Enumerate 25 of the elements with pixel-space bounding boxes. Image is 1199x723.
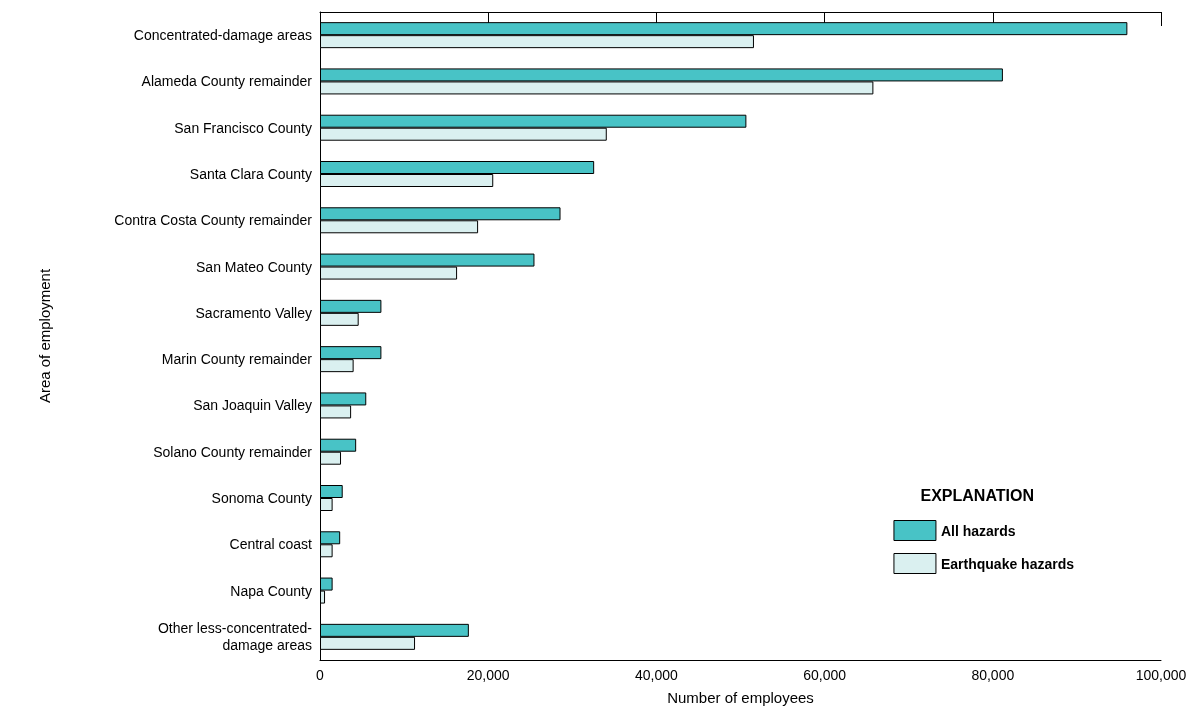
y-tick-label: Santa Clara County [189,166,312,182]
x-axis-title: Number of employees [667,689,814,706]
y-tick-label: Alameda County remainder [141,73,313,90]
y-tick-label: Central coast [229,536,313,553]
legend-label: Earthquake hazards [940,555,1075,572]
x-tick-label: 60,000 [803,667,847,683]
legend-label: All hazards [940,522,1016,539]
y-tick-label: Solano County remainder [153,443,313,460]
y-tick-label: Napa County [230,582,312,599]
y-tick-label: Contra Costa County remainder [114,212,313,229]
y-axis-title: Area of employment [36,268,53,404]
x-tick-label: 80,000 [971,667,1015,683]
x-tick-label: 40,000 [634,667,679,683]
x-tick-label: 100,000 [1135,667,1187,683]
x-tick-label: 20,000 [466,667,510,683]
y-tick-label: San Joaquin Valley [193,397,312,414]
legend-title: EXPLANATION [920,486,1034,504]
x-tick-label: 0 [316,667,325,683]
y-tick-label: Marin County remainder [161,351,313,368]
y-tick-label: San Mateo County [196,258,312,275]
y-tick-label: Concentrated-damage areas [133,27,312,44]
y-tick-label: Sacramento Valley [195,304,312,321]
y-tick-label: Other less-concentrated- damage areas [157,620,313,654]
y-tick-label: San Francisco County [174,119,312,136]
y-tick-label: Sonoma County [211,490,312,506]
